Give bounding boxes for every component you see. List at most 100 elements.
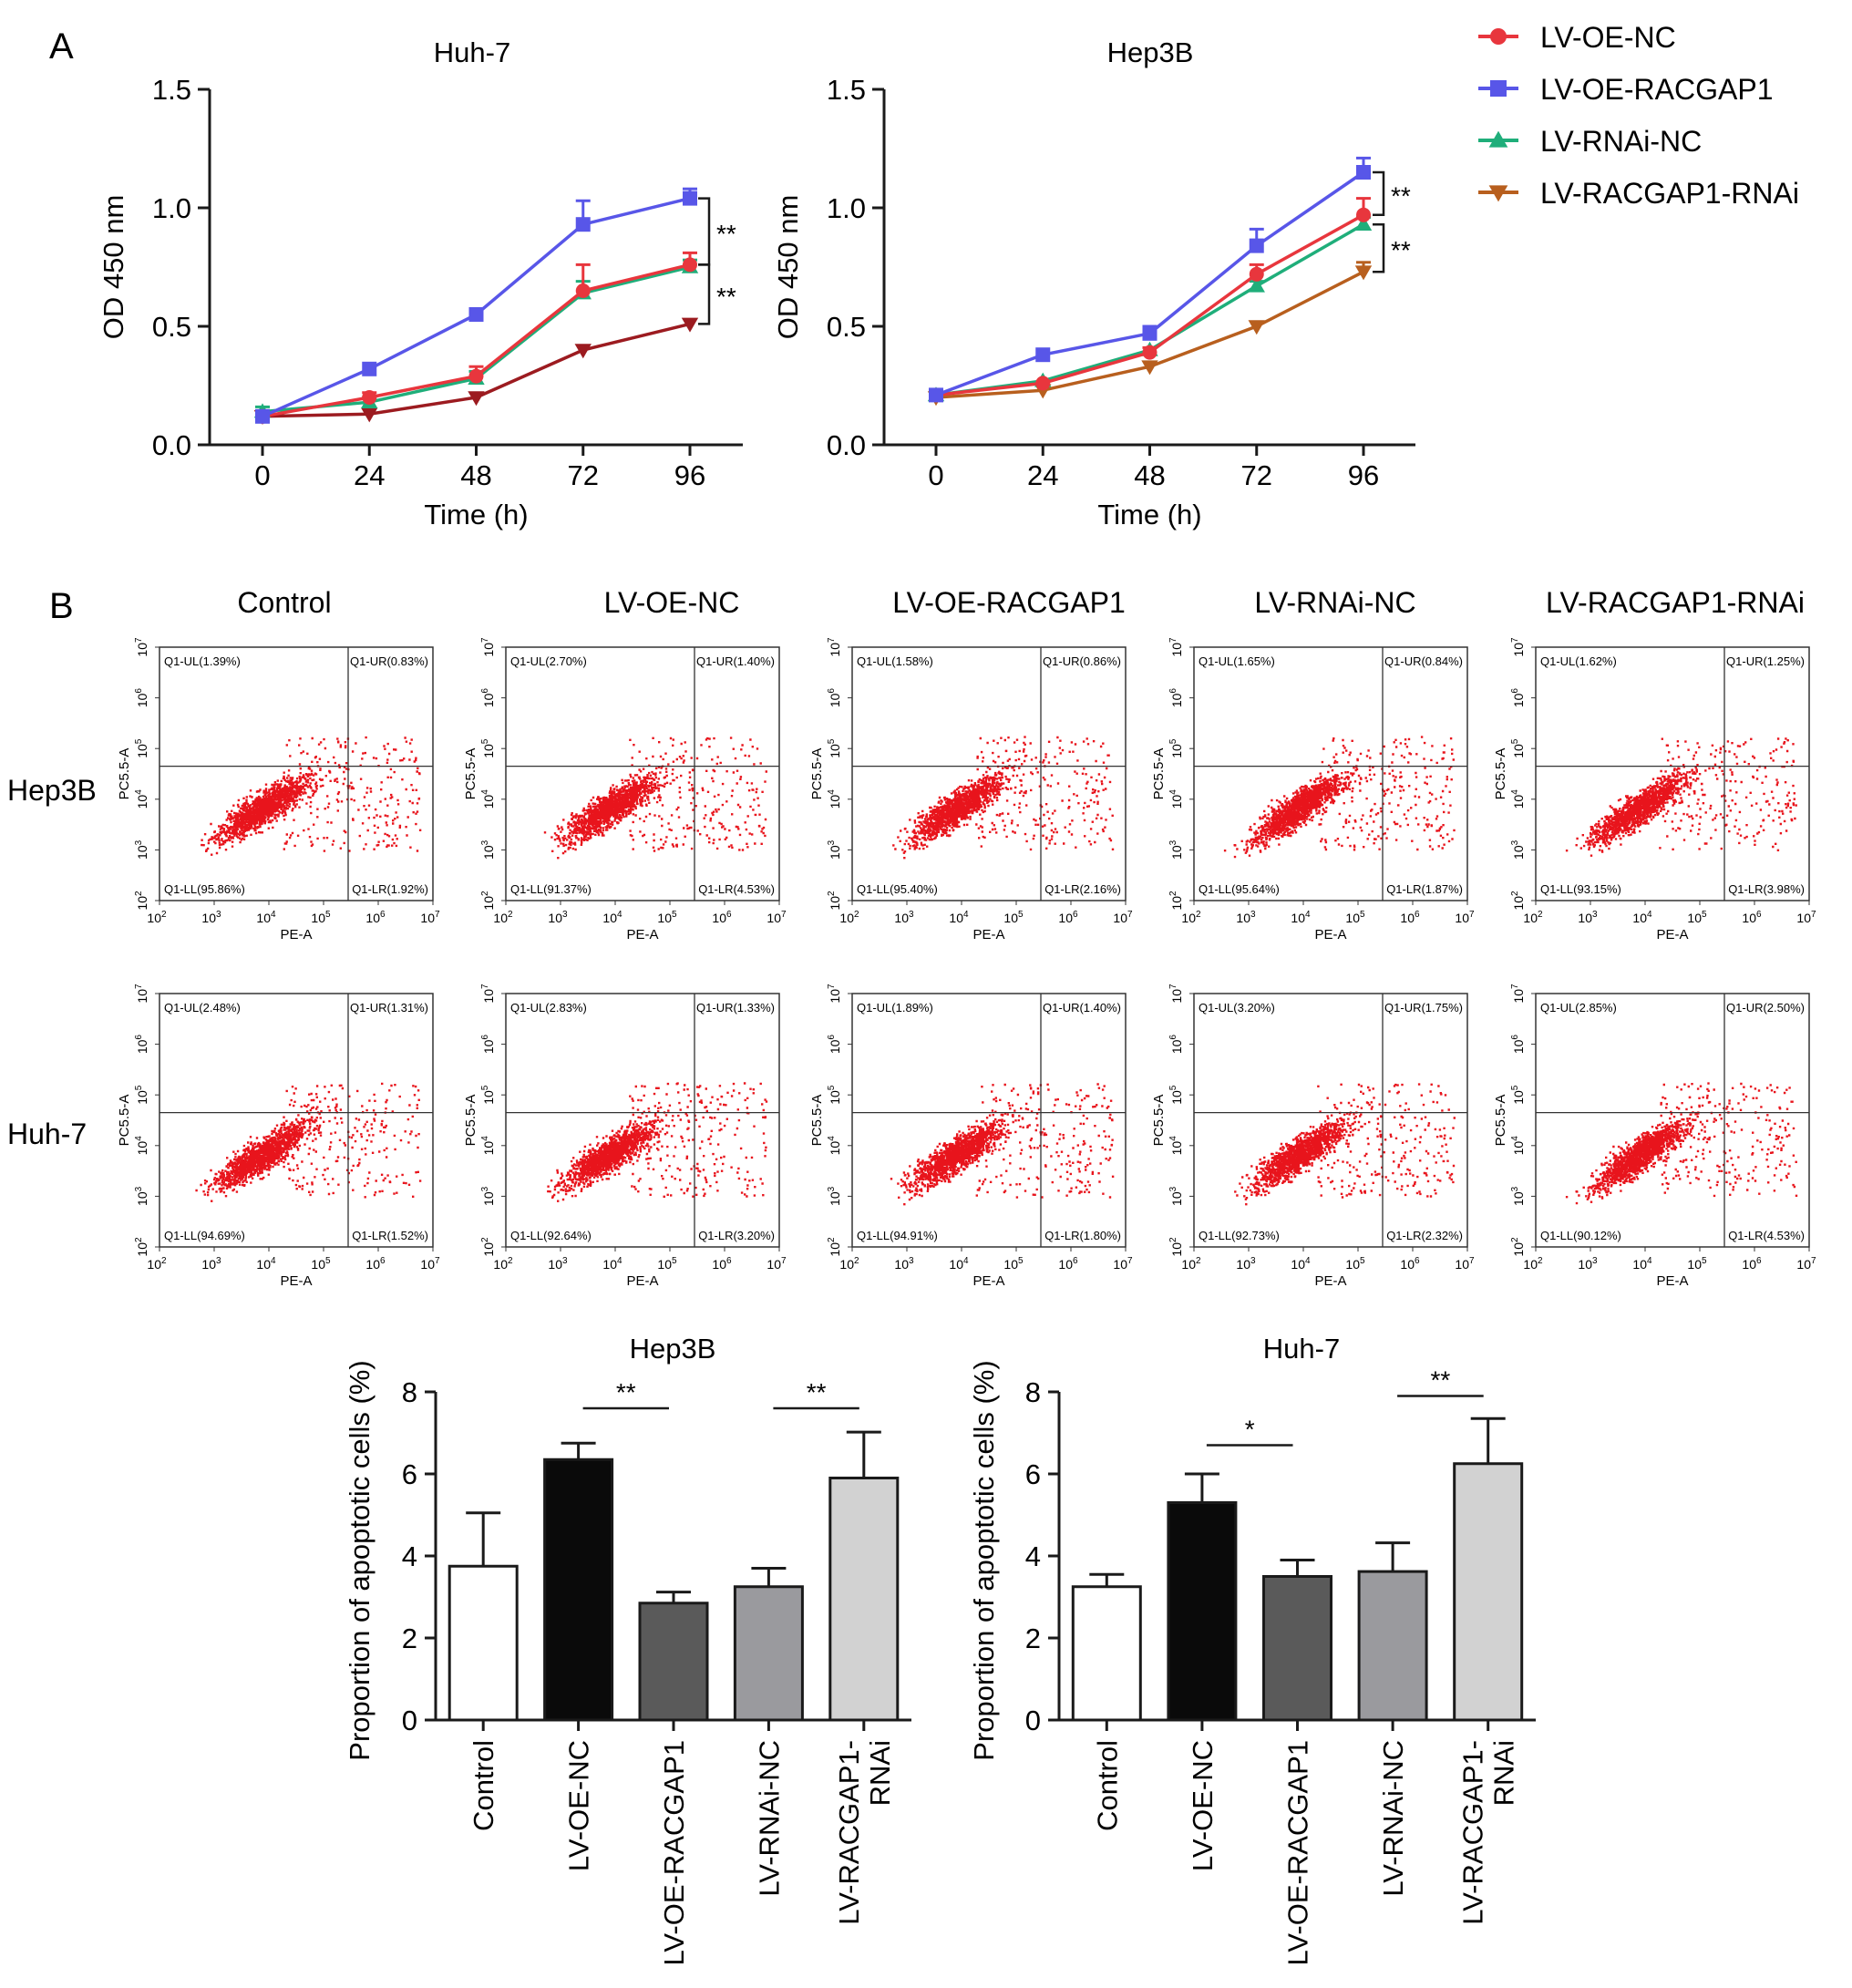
scatter-dots: [1234, 1083, 1456, 1206]
tick-exponent: 5: [1018, 1256, 1024, 1266]
tick-exponent: 5: [1360, 1256, 1365, 1266]
tick-base: 10: [1169, 643, 1184, 657]
y-tick-label: 107: [134, 637, 149, 657]
tick-exponent: 5: [1702, 1256, 1707, 1266]
quadrant-label-ur: Q1-UR(0.83%): [350, 654, 428, 668]
bar: [638, 1602, 709, 1722]
tick-base: 10: [548, 911, 562, 925]
quadrant-label-lr: Q1-LR(3.20%): [698, 1229, 775, 1242]
tick-exponent: 7: [1127, 910, 1133, 920]
x-tick-label: 105: [1345, 1256, 1365, 1272]
tick-base: 10: [1291, 911, 1305, 925]
quadrant-label-ll: Q1-LL(92.73%): [1199, 1229, 1280, 1242]
flow-plot-huh-7-3: Q1-UL(3.20%) Q1-UR(1.75%) Q1-LL(92.73%) Q1-…: [1151, 984, 1475, 1289]
tick-exponent: 6: [1510, 688, 1520, 694]
series-lv-oe-nc: [255, 251, 697, 424]
legend-label: LV-RNAi-NC: [1540, 125, 1702, 158]
tick-exponent: 3: [1168, 1186, 1178, 1191]
significance-label: *: [1245, 1416, 1255, 1444]
x-tick-label: LV-RNAi-NC: [1377, 1740, 1409, 1897]
tick-exponent: 3: [216, 910, 221, 920]
y-tick-label: 104: [1168, 789, 1184, 809]
x-tick-label: 24: [1027, 459, 1058, 491]
y-tick-label: 104: [134, 789, 149, 809]
tick-exponent: 5: [325, 910, 331, 920]
chart-title: Huh-7: [434, 36, 510, 68]
scatter-dots: [1223, 736, 1456, 859]
tick-base: 10: [481, 1242, 496, 1257]
tick-base: 10: [949, 911, 963, 925]
y-tick-label: 4: [402, 1540, 417, 1572]
tick-base: 10: [1511, 1090, 1526, 1105]
flow-plot-huh-7-1: Q1-UL(2.83%) Q1-UR(1.33%) Q1-LL(92.64%) Q1-…: [463, 984, 787, 1289]
y-axis-label: OD 450 nm: [772, 195, 804, 340]
tick-exponent: 6: [1168, 1035, 1178, 1040]
y-axis-label: PC5.5-A: [809, 1095, 825, 1147]
tick-base: 10: [135, 845, 149, 860]
tick-exponent: 3: [1168, 839, 1178, 845]
x-tick-label: 102: [839, 910, 859, 925]
quadrant-label-ur: Q1-UR(1.25%): [1726, 654, 1805, 668]
tick-base: 10: [839, 911, 854, 925]
tick-base: 10: [1169, 1191, 1184, 1206]
y-tick-label: 104: [827, 1136, 842, 1156]
quadrant-label-ur: Q1-UR(0.84%): [1384, 654, 1463, 668]
tick-base: 10: [1578, 911, 1592, 925]
tick-base: 10: [839, 1257, 854, 1272]
tick-exponent: 4: [1510, 789, 1520, 795]
quadrant-label-ur: Q1-UR(0.86%): [1043, 654, 1121, 668]
data-point: [1142, 345, 1158, 360]
x-tick-label: 104: [256, 910, 276, 925]
quadrant-label-ll: Q1-LL(95.86%): [164, 882, 245, 896]
tick-base: 10: [1181, 1257, 1196, 1272]
tick-exponent: 3: [909, 1256, 914, 1266]
tick-base: 10: [1345, 1257, 1360, 1272]
tick-exponent: 2: [1510, 891, 1520, 896]
tick-exponent: 3: [216, 1256, 221, 1266]
y-axis-label: PC5.5-A: [1493, 1095, 1508, 1147]
y-tick-label: 107: [134, 984, 149, 1004]
tick-exponent: 7: [1811, 910, 1816, 920]
tick-base: 10: [894, 911, 909, 925]
x-tick-label: 104: [1291, 1256, 1311, 1272]
tick-exponent: 4: [271, 910, 276, 920]
y-tick-label: 0.0: [827, 429, 866, 461]
tick-exponent: 3: [1510, 839, 1520, 845]
tick-base: 10: [481, 744, 496, 758]
tick-exponent: 6: [726, 910, 732, 920]
tick-base: 10: [135, 1191, 149, 1206]
flow-column-title: LV-OE-RACGAP1: [892, 586, 1125, 619]
tick-base: 10: [1511, 795, 1526, 809]
y-tick-label: 4: [1025, 1540, 1041, 1572]
scatter-events: [547, 1082, 768, 1202]
tick-exponent: 7: [1168, 984, 1178, 989]
tick-base: 10: [201, 911, 216, 925]
tick-base: 10: [1169, 989, 1184, 1004]
tick-base: 10: [135, 896, 149, 911]
y-tick-label: 6: [1025, 1458, 1041, 1490]
tick-base: 10: [147, 1257, 161, 1272]
tick-exponent: 2: [1168, 1237, 1178, 1242]
data-point: [1141, 360, 1158, 376]
x-tick-label: 107: [1796, 1256, 1816, 1272]
tick-base: 10: [365, 1257, 380, 1272]
tick-base: 10: [135, 795, 149, 809]
x-tick-label-line: LV-OE-RACGAP1: [1282, 1740, 1314, 1966]
bar: [1357, 1570, 1428, 1722]
tick-base: 10: [1345, 911, 1360, 925]
quadrant-label-ul: Q1-UL(3.20%): [1199, 1001, 1275, 1015]
y-tick-label: 103: [1168, 1186, 1184, 1206]
tick-exponent: 3: [1592, 1256, 1598, 1266]
tick-exponent: 7: [435, 910, 440, 920]
tick-base: 10: [1169, 1141, 1184, 1156]
tick-exponent: 5: [1018, 910, 1024, 920]
quadrant-label-lr: Q1-LR(1.92%): [352, 882, 428, 896]
tick-base: 10: [1632, 911, 1647, 925]
x-tick-label: 105: [1003, 910, 1024, 925]
bar-chart-huh7-apoptosis: 0 2 4 6 8 Huh-7 Proportion of apoptotic cells …: [968, 1333, 1536, 1966]
data-point: [468, 368, 484, 384]
tick-exponent: 7: [827, 984, 837, 989]
tick-base: 10: [1400, 911, 1415, 925]
tick-exponent: 7: [1510, 984, 1520, 989]
tick-exponent: 5: [1168, 1085, 1178, 1090]
